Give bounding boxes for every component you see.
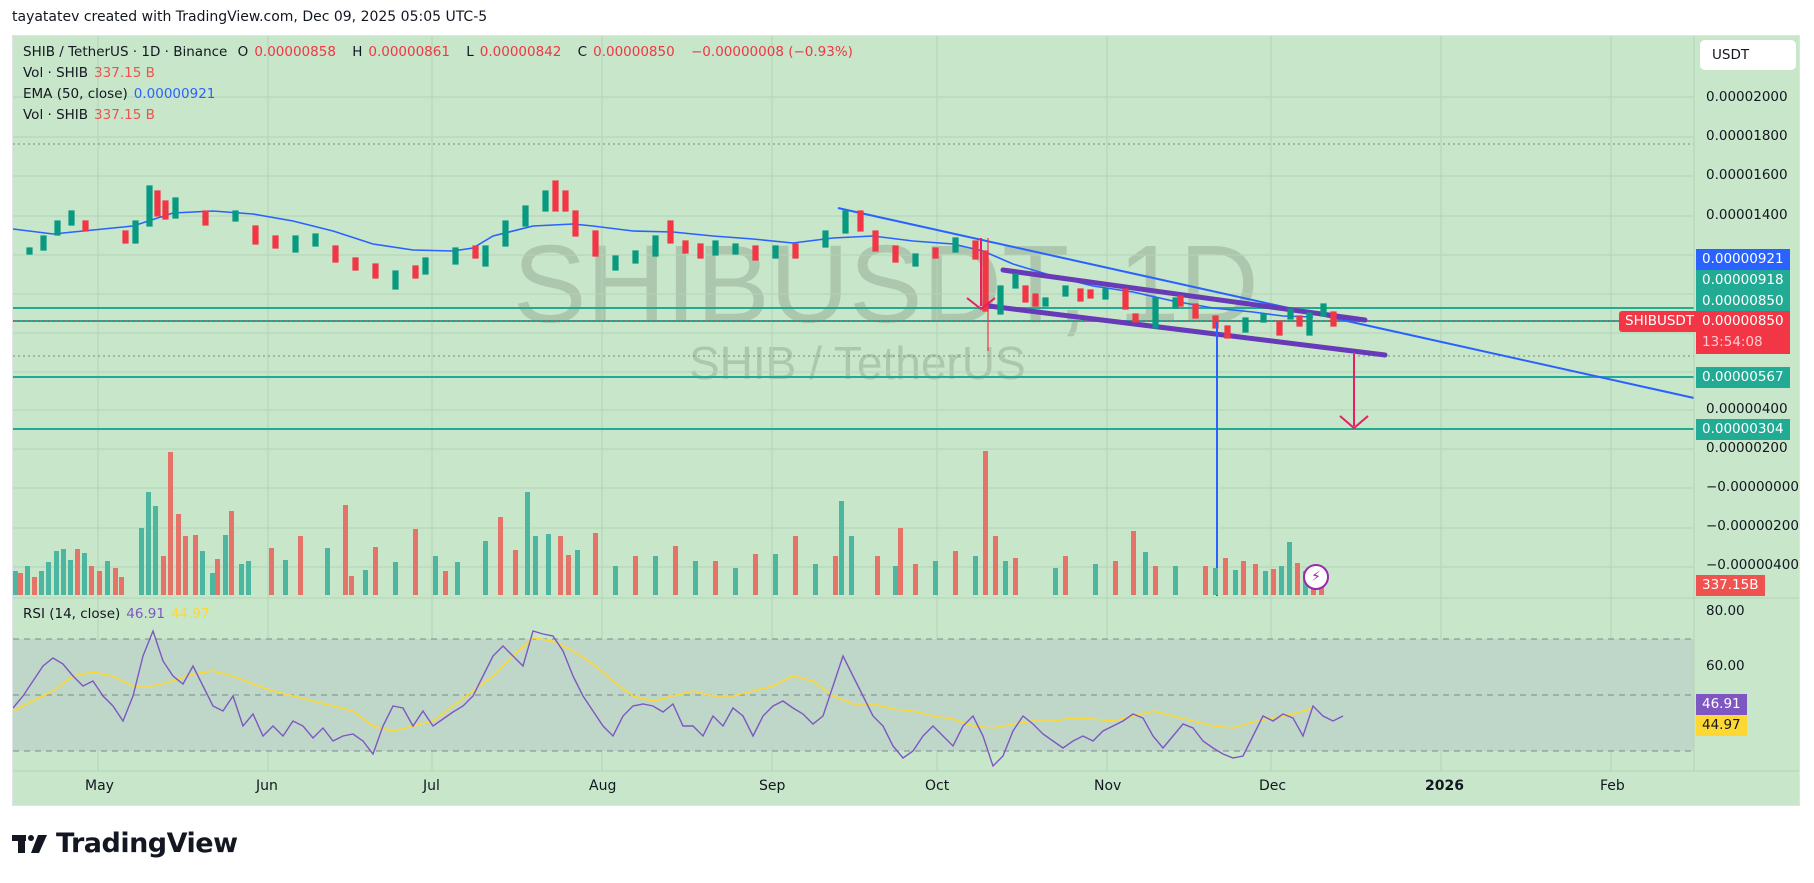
horizontal-levels — [13, 307, 1694, 430]
close-label: C — [577, 44, 588, 60]
ema-legend[interactable]: EMA (50, close) 0.00000921 — [23, 86, 221, 102]
level-tag-850: 0.00000850 — [1696, 291, 1790, 312]
open-value: 0.00000858 — [254, 44, 336, 60]
time-tick: May — [85, 778, 114, 794]
volume-tick: −0.00000000 — [1706, 479, 1799, 495]
tradingview-logo[interactable]: TradingView — [12, 828, 238, 859]
price-tick: 0.00000200 — [1706, 440, 1788, 456]
price-tick: 0.00000400 — [1706, 401, 1788, 417]
channel-lower-line — [986, 303, 1388, 358]
symbol-tag: SHIBUSDT — [1619, 311, 1701, 332]
last-price-tag: 0.00000850 13:54:08 — [1696, 311, 1790, 354]
time-tick: Jun — [256, 778, 278, 794]
price-tick: 0.00001800 — [1706, 128, 1788, 144]
price-tick: 0.00001400 — [1706, 207, 1788, 223]
ema-line — [13, 210, 1314, 318]
high-label: H — [352, 44, 363, 60]
low-value: 0.00000842 — [479, 44, 562, 60]
time-tick: Jul — [423, 778, 440, 794]
symbol-title: SHIB / TetherUS · 1D · Binance — [23, 44, 228, 60]
volume-legend-2[interactable]: Vol · SHIB 337.15 B — [23, 107, 161, 123]
level-tag-567: 0.00000567 — [1696, 367, 1790, 388]
price-change: −0.00000008 (−0.93%) — [691, 44, 853, 60]
time-tick: Aug — [589, 778, 617, 794]
volume-label: Vol · SHIB — [23, 65, 89, 81]
rsi-tick: 60.00 — [1706, 658, 1745, 674]
chart-frame[interactable]: SHIBUSDT, 1D SHIB / TetherUS — [12, 35, 1800, 806]
open-label: O — [237, 44, 249, 60]
time-tick: Dec — [1259, 778, 1287, 794]
volume-bars — [13, 451, 1324, 595]
symbol-description-watermark: SHIB / TetherUS — [689, 337, 1026, 389]
rsi-value: 46.91 — [126, 606, 165, 622]
level-tag-304: 0.00000304 — [1696, 419, 1790, 440]
volume-tick: −0.00000400 — [1706, 557, 1799, 573]
price-tick: 0.00002000 — [1706, 89, 1788, 105]
volume-tick: −0.00000200 — [1706, 518, 1799, 534]
candles — [26, 180, 1337, 351]
rsi-ma-line — [13, 637, 1314, 732]
level-tag-918: 0.00000918 — [1696, 270, 1790, 291]
arrow-annotations — [966, 238, 1369, 430]
ema-value: 0.00000921 — [133, 86, 216, 102]
close-value: 0.00000850 — [593, 44, 675, 60]
high-value: 0.00000861 — [368, 44, 450, 60]
tradingview-logo-icon — [12, 834, 47, 853]
time-tick: Oct — [925, 778, 950, 794]
low-label: L — [466, 44, 474, 60]
rsi-tick: 80.00 — [1706, 603, 1745, 619]
chart-credit: tayatatev created with TradingView.com, … — [12, 9, 488, 25]
rsi-line — [13, 628, 1344, 768]
rsi-legend[interactable]: RSI (14, close) 46.91 44.97 — [23, 606, 216, 622]
volume-tag: 337.15B — [1696, 575, 1765, 596]
channel-upper-line — [1000, 267, 1368, 323]
ema-label: EMA (50, close) — [23, 86, 128, 102]
lightning-icon[interactable]: ⚡ — [1303, 564, 1329, 590]
main-series-legend[interactable]: SHIB / TetherUS · 1D · Binance O 0.000008… — [23, 44, 859, 60]
ema-price-tag: 0.00000921 — [1696, 249, 1790, 270]
volume-value: 337.15 B — [94, 65, 155, 81]
rsi-label: RSI (14, close) — [23, 606, 121, 622]
bar-countdown: 13:54:08 — [1702, 334, 1763, 350]
volume-legend[interactable]: Vol · SHIB 337.15 B — [23, 65, 161, 81]
rsi-ma-value: 44.97 — [170, 606, 210, 622]
descending-trendline — [837, 207, 1695, 399]
chart-canvas[interactable] — [13, 36, 1800, 806]
price-tick: 0.00001600 — [1706, 167, 1788, 183]
rsi-ma-value-tag: 44.97 — [1696, 715, 1747, 736]
volume-label-2: Vol · SHIB — [23, 107, 89, 123]
time-tick: Nov — [1094, 778, 1122, 794]
currency-unit-button[interactable]: USDT — [1700, 40, 1796, 70]
tradingview-logo-text: TradingView — [56, 828, 238, 859]
time-tick: Feb — [1600, 778, 1625, 794]
last-price: 0.00000850 — [1702, 313, 1784, 329]
rsi-value-tag: 46.91 — [1696, 694, 1747, 715]
time-tick: Sep — [759, 778, 786, 794]
time-tick-year: 2026 — [1425, 778, 1464, 794]
volume-value-2: 337.15 B — [94, 107, 155, 123]
